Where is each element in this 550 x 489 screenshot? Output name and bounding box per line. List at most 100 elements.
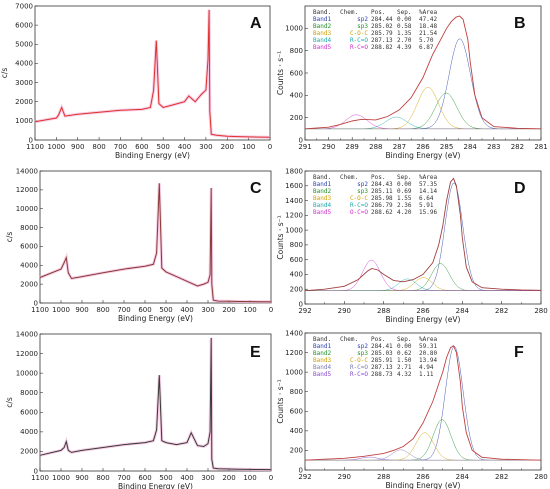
panel-letter: C xyxy=(250,180,262,197)
fit-table-cell: 0.00 xyxy=(397,16,412,23)
x-tick-label: 287 xyxy=(393,143,406,151)
fit-table-cell: R-C=O xyxy=(350,371,368,378)
x-tick-label: 800 xyxy=(92,143,105,151)
x-tick-label: 500 xyxy=(159,306,172,314)
x-tick-label: 286 xyxy=(416,143,430,151)
y-tick-label: 200 xyxy=(290,114,303,122)
fit-table-cell: Band4 xyxy=(313,364,331,371)
fit-table-cell: 0.00 xyxy=(397,181,412,188)
fit-table-cell: 4.32 xyxy=(397,371,412,378)
y-axis-label: Counts · s⁻¹ xyxy=(276,215,285,259)
fit-table-header: Pos. xyxy=(371,336,385,343)
x-tick-label: 291 xyxy=(298,143,311,151)
fit-table-header: Pos. xyxy=(371,174,385,181)
x-tick-label: 290 xyxy=(338,307,351,315)
y-tick-label: 0 xyxy=(34,467,38,475)
fit-table-cell: Band1 xyxy=(313,16,331,23)
x-tick-label: 286 xyxy=(416,473,430,481)
fit-table-cell: 284.41 xyxy=(371,343,393,350)
y-tick-label: 6000 xyxy=(15,21,33,29)
fit-table-header: Pos. xyxy=(371,9,385,16)
x-tick-label: 900 xyxy=(75,306,88,314)
x-axis-label: Binding Energy (eV) xyxy=(386,481,461,489)
fit-table-cell: 1.50 xyxy=(397,357,412,364)
y-tick-label: 800 xyxy=(290,388,303,396)
x-tick-label: 285 xyxy=(440,143,453,151)
fit-table-cell: sp2 xyxy=(357,343,368,350)
fit-table-header: %Area xyxy=(419,336,437,343)
fit-table-cell: 0.00 xyxy=(397,343,412,350)
x-axis-label: Binding Energy (eV) xyxy=(386,315,461,324)
spectrum-line xyxy=(34,9,271,138)
panel-letter: D xyxy=(514,180,526,197)
panel-e: 1100 1000 900 800 700 600 500 400 300 200 100 00200… xyxy=(5,330,273,489)
fit-table-cell: C-O-C xyxy=(350,30,368,37)
x-tick-label: 1000 xyxy=(47,143,65,151)
fit-table-header: Band. xyxy=(313,174,331,181)
fit-table-cell: Band2 xyxy=(313,23,331,30)
x-tick-label: 400 xyxy=(180,306,193,314)
y-tick-label: 1000 xyxy=(285,226,303,234)
plot-frame xyxy=(34,5,271,141)
y-tick-label: 4000 xyxy=(20,262,38,270)
x-tick-label: 300 xyxy=(201,306,214,314)
fit-table-cell: R-C=O xyxy=(350,364,368,371)
fit-table-cell: R-C=O xyxy=(350,44,368,51)
fit-table-cell: 5.91 xyxy=(419,202,434,209)
y-tick-label: 800 xyxy=(290,241,303,249)
x-tick-label: 284 xyxy=(464,143,478,151)
panel-letter: E xyxy=(250,344,261,361)
y-tick-label: 0 xyxy=(34,299,38,307)
x-tick-label: 282 xyxy=(511,143,524,151)
x-tick-label: 290 xyxy=(338,473,351,481)
x-tick-label: 282 xyxy=(495,473,508,481)
y-tick-label: 12000 xyxy=(16,350,38,358)
y-tick-label: 7000 xyxy=(15,2,33,10)
panel-letter: B xyxy=(514,15,526,32)
fit-table-cell: 285.98 xyxy=(371,195,393,202)
panel-c: 1100 1000 900 800 700 600 500 400 300 200 100 00200… xyxy=(5,167,273,323)
fit-table-cell: 287.13 xyxy=(371,364,393,371)
x-tick-label: 292 xyxy=(298,307,311,315)
x-tick-label: 100 xyxy=(243,474,256,482)
fit-table-cell: O-C=O xyxy=(350,209,368,216)
plot-frame xyxy=(304,5,542,141)
fit-table-cell: 288.82 xyxy=(371,44,393,51)
fit-table-cell: 288.73 xyxy=(371,371,393,378)
fit-table-header: Sep. xyxy=(397,336,411,343)
x-tick-label: 600 xyxy=(135,143,148,151)
x-tick-label: 500 xyxy=(159,474,172,482)
fit-table-cell: sp3 xyxy=(357,188,368,195)
x-tick-label: 600 xyxy=(138,474,151,482)
fit-table-cell: Band3 xyxy=(313,195,331,202)
fit-table-cell: Band1 xyxy=(313,181,331,188)
spectrum-line xyxy=(39,337,272,471)
fit-table-cell: Band4 xyxy=(313,37,331,44)
fit-table-cell: 1.11 xyxy=(419,371,434,378)
y-tick-label: 1400 xyxy=(285,197,303,205)
y-tick-label: 1200 xyxy=(285,212,303,220)
x-axis-label: Binding Energy (eV) xyxy=(118,482,193,489)
y-tick-label: 600 xyxy=(290,256,303,264)
y-tick-label: 0 xyxy=(299,300,303,308)
fit-table-header: Chem. xyxy=(340,9,358,16)
plot-frame xyxy=(39,333,272,472)
x-tick-label: 284 xyxy=(456,473,470,481)
fit-table-cell: C-O-C xyxy=(350,357,368,364)
fit-table-cell: 57.35 xyxy=(419,181,437,188)
x-axis-label: Binding Energy (eV) xyxy=(115,151,190,160)
fit-table-cell: 287.13 xyxy=(371,37,393,44)
fit-table-header: %Area xyxy=(419,9,437,16)
fit-table-cell: 288.62 xyxy=(371,209,393,216)
plot-frame xyxy=(39,170,272,304)
x-tick-label: 1100 xyxy=(31,306,49,314)
fit-table-cell: 20.80 xyxy=(419,350,437,357)
y-axis-label: Counts · s⁻¹ xyxy=(276,51,285,95)
x-tick-label: 200 xyxy=(221,143,234,151)
x-tick-label: 900 xyxy=(75,474,88,482)
x-tick-label: 283 xyxy=(487,143,500,151)
x-tick-label: 600 xyxy=(138,306,151,314)
x-tick-label: 1100 xyxy=(31,474,49,482)
x-tick-label: 500 xyxy=(156,143,169,151)
spectrum-line xyxy=(304,15,542,130)
